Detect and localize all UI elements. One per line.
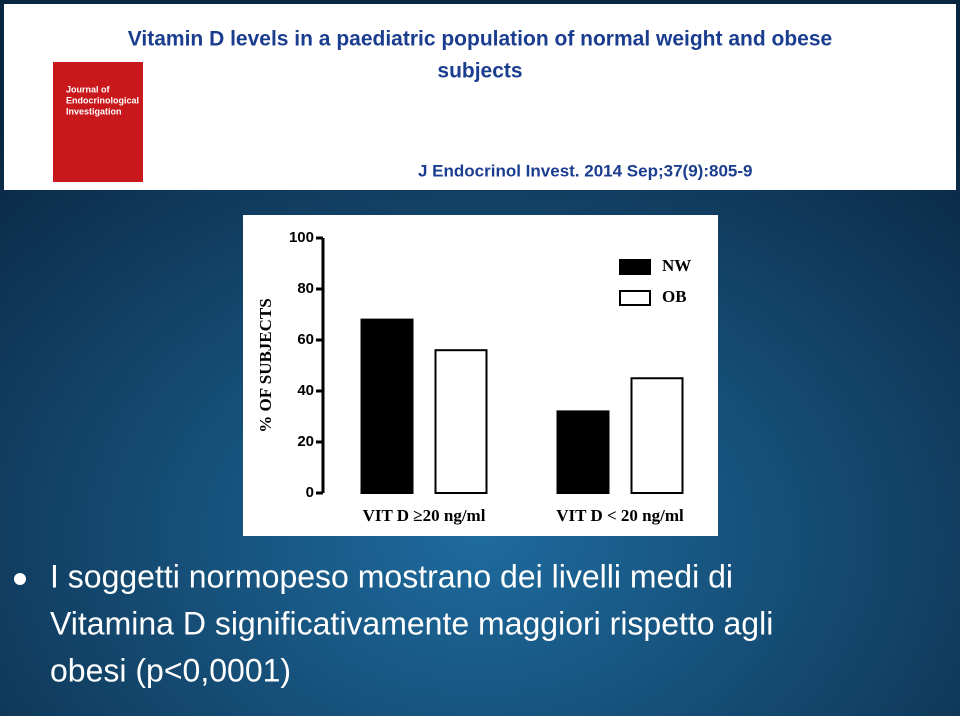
bullet-text: obesi (p<0,0001)	[50, 652, 291, 688]
y-tick-label: 0	[306, 484, 314, 501]
journal-cover	[53, 62, 143, 182]
header-band	[4, 4, 956, 190]
legend-label: OB	[662, 287, 687, 306]
legend-label: NW	[662, 256, 691, 275]
y-axis-label: % OF SUBJECTS	[256, 298, 275, 432]
bar	[630, 377, 684, 494]
chart: 0 20 40 60 80 100 % OF SUBJECTS VIT D ≥20 ng/ml…	[256, 229, 691, 525]
x-tick-label: VIT D ≥20 ng/ml	[363, 506, 486, 525]
cover-text: Journal of	[66, 84, 111, 94]
title: subjects	[437, 60, 522, 83]
legend-swatch	[619, 259, 651, 275]
title: Vitamin D levels in a paediatric populat…	[128, 28, 832, 51]
y-tick-label: 40	[297, 382, 314, 399]
bar	[434, 349, 488, 495]
legend-swatch	[619, 290, 651, 306]
y-tick-label: 80	[297, 280, 314, 297]
cover-text: Investigation	[66, 106, 122, 116]
bar	[360, 318, 414, 494]
y-tick-label: 100	[289, 229, 314, 246]
y-tick-label: 60	[297, 331, 314, 348]
citation: J Endocrinol Invest. 2014 Sep;37(9):805-…	[418, 161, 752, 180]
bullet-text: I soggetti normopeso mostrano dei livell…	[50, 558, 733, 594]
bullet-text: Vitamina D significativamente maggiori r…	[50, 605, 773, 641]
bar	[556, 410, 610, 494]
x-tick-label: VIT D < 20 ng/ml	[556, 506, 684, 525]
y-tick-label: 20	[297, 433, 314, 450]
bullet	[14, 573, 26, 585]
cover-text: Endocrinological	[66, 95, 139, 105]
